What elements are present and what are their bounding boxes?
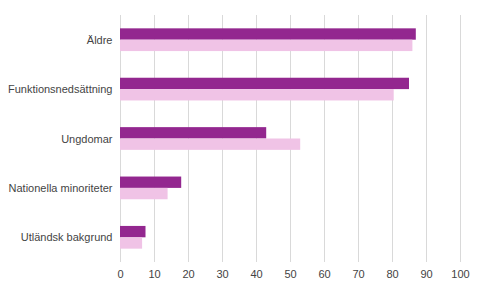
svg-text:60: 60 xyxy=(318,268,330,280)
svg-text:40: 40 xyxy=(250,268,262,280)
svg-text:Äldre: Äldre xyxy=(87,34,113,46)
svg-text:Utländsk bakgrund: Utländsk bakgrund xyxy=(21,231,113,243)
svg-text:90: 90 xyxy=(420,268,432,280)
svg-text:Ungdomar: Ungdomar xyxy=(61,133,113,145)
svg-text:Funktionsnedsättning: Funktionsnedsättning xyxy=(8,83,113,95)
svg-text:50: 50 xyxy=(284,268,296,280)
svg-text:0: 0 xyxy=(117,268,123,280)
svg-text:30: 30 xyxy=(216,268,228,280)
svg-text:70: 70 xyxy=(352,268,364,280)
svg-text:20: 20 xyxy=(182,268,194,280)
svg-text:Nationella minoriteter: Nationella minoriteter xyxy=(9,182,113,194)
svg-text:100: 100 xyxy=(451,268,469,280)
svg-text:80: 80 xyxy=(386,268,398,280)
svg-text:10: 10 xyxy=(148,268,160,280)
